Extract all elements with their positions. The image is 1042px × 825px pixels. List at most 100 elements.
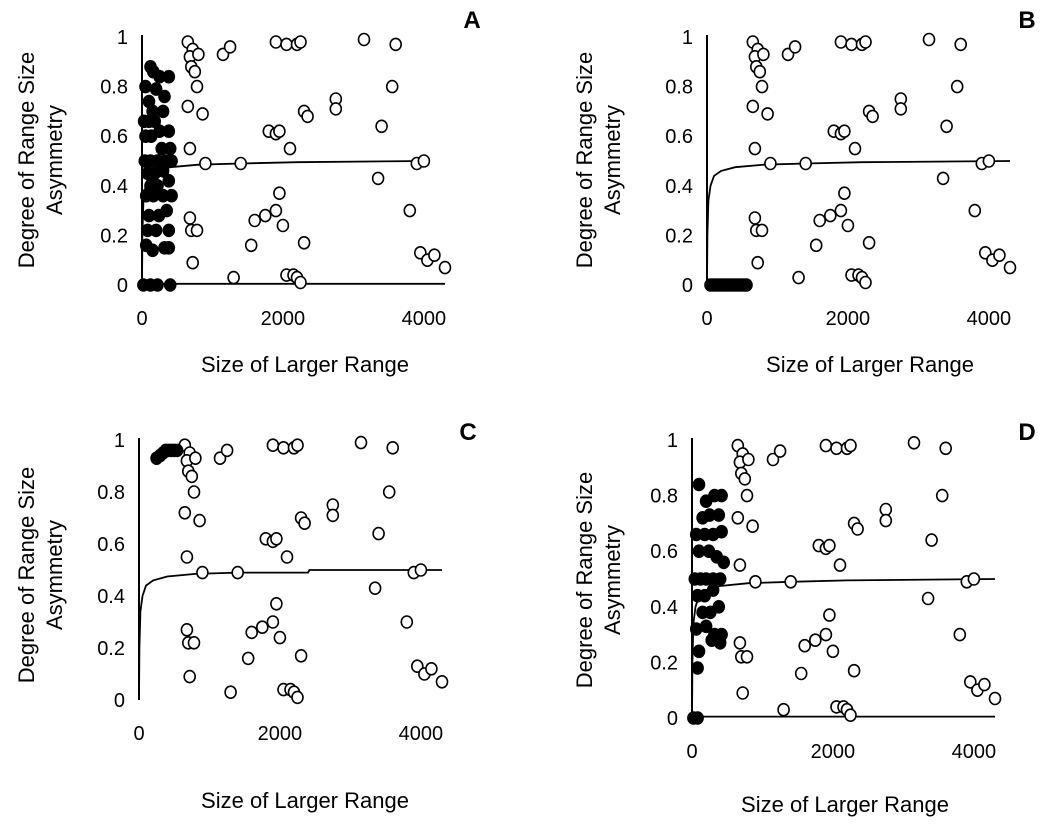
y-tick-label: 0.4 <box>665 176 693 198</box>
y-tick-label: 0.6 <box>97 534 125 556</box>
open-data-point <box>269 203 283 218</box>
open-data-point <box>788 40 802 54</box>
open-data-point <box>866 109 879 124</box>
open-data-point <box>833 558 847 572</box>
open-data-point <box>773 444 787 458</box>
fitted-curve <box>706 160 1011 286</box>
y-tick-label: 0.2 <box>650 652 678 674</box>
open-data-point <box>746 519 759 534</box>
y-tick-label: 1 <box>117 27 128 49</box>
open-data-point <box>266 615 280 629</box>
open-data-point <box>748 141 762 156</box>
filled-data-point <box>151 278 164 292</box>
y-tick-label: 0.8 <box>100 77 128 99</box>
open-data-point <box>227 270 240 285</box>
open-data-point <box>188 64 202 79</box>
open-data-point <box>859 275 872 290</box>
open-data-point <box>266 438 280 453</box>
open-data-point <box>922 32 936 47</box>
x-tick-label: 4000 <box>402 308 447 330</box>
filled-data-point <box>162 69 176 84</box>
open-data-point <box>830 441 843 456</box>
open-data-point <box>223 40 237 54</box>
open-data-point <box>823 538 836 553</box>
open-data-point <box>808 633 822 648</box>
y-tick-label: 0 <box>117 275 128 297</box>
open-data-point <box>819 627 833 642</box>
open-data-point <box>277 440 290 455</box>
open-data-point <box>375 119 388 134</box>
open-data-point <box>245 625 258 640</box>
open-data-point <box>189 451 202 466</box>
filled-data-point <box>165 154 178 168</box>
open-data-point <box>740 488 754 503</box>
open-data-point <box>192 47 205 62</box>
open-data-point <box>848 141 862 156</box>
filled-data-point <box>149 82 163 96</box>
open-data-point <box>847 663 861 678</box>
x-tick-label: 2000 <box>826 308 871 330</box>
x-tick-label: 4000 <box>399 723 444 745</box>
filled-data-point <box>713 636 727 650</box>
open-data-point <box>851 522 864 536</box>
open-data-point <box>784 574 798 589</box>
y-axis-label-line: Degree of Range Size <box>14 52 39 268</box>
y-tick-label: 0.6 <box>100 126 128 148</box>
y-axis-label-line: Asymmetry <box>600 105 625 215</box>
open-data-point <box>196 565 209 580</box>
open-data-point <box>329 102 343 116</box>
open-data-point <box>403 203 417 218</box>
filled-data-point <box>158 89 171 104</box>
y-tick-label: 0.6 <box>665 126 693 148</box>
open-data-point <box>967 572 981 586</box>
filled-data-point <box>699 619 713 634</box>
y-tick-label: 0.8 <box>97 482 125 504</box>
filled-data-point <box>692 477 706 492</box>
open-data-point <box>799 156 813 171</box>
x-axis-label: Size of Larger Range <box>201 352 409 377</box>
y-axis-label: Degree of Range Size Asymmetry <box>14 52 67 268</box>
open-data-point <box>766 452 780 467</box>
open-data-point <box>273 124 286 138</box>
panel-letter: D <box>1018 419 1035 446</box>
open-data-point <box>255 620 269 635</box>
filled-data-point <box>163 141 177 156</box>
open-data-point <box>244 238 258 253</box>
open-data-point <box>357 32 371 47</box>
open-data-point <box>241 651 255 666</box>
filled-data-point <box>717 555 731 570</box>
open-data-point <box>187 635 201 650</box>
open-data-point <box>400 615 414 629</box>
y-axis-label: Degree of Range Size Asymmetry <box>14 467 67 683</box>
x-tick-label: 4000 <box>952 741 997 763</box>
open-data-point <box>879 513 893 528</box>
open-data-point <box>425 661 438 676</box>
open-data-point <box>193 513 206 528</box>
y-tick-label: 0.8 <box>650 486 678 508</box>
panel-letter: C <box>459 419 476 446</box>
open-data-point <box>273 630 287 645</box>
open-data-point <box>291 438 304 453</box>
open-data-point <box>963 675 977 689</box>
open-data-point <box>180 622 194 637</box>
y-tick-label: 0 <box>682 275 693 297</box>
filled-data-point <box>715 524 728 539</box>
filled-data-point <box>144 129 158 143</box>
open-data-point <box>749 574 762 589</box>
x-axis-label: Size of Larger Range <box>766 352 974 377</box>
filled-data-point <box>170 443 184 458</box>
open-data-point <box>231 565 244 580</box>
filled-data-point <box>149 223 163 238</box>
x-tick-label: 0 <box>686 741 697 763</box>
open-data-point <box>269 35 283 49</box>
filled-data-point <box>713 572 727 586</box>
open-data-point <box>859 35 872 49</box>
panel-a: 0 0.2 0.4 0.6 0.8 1 0 2000 4000 Size of Larger Ra… <box>14 7 481 377</box>
open-data-point <box>755 223 769 238</box>
filled-data-point <box>163 278 177 292</box>
open-data-point <box>826 644 840 659</box>
open-data-point <box>1003 260 1017 275</box>
filled-data-point <box>139 79 152 94</box>
open-data-point <box>371 171 385 186</box>
y-axis-label: Degree of Range Size Asymmetry <box>572 52 625 268</box>
